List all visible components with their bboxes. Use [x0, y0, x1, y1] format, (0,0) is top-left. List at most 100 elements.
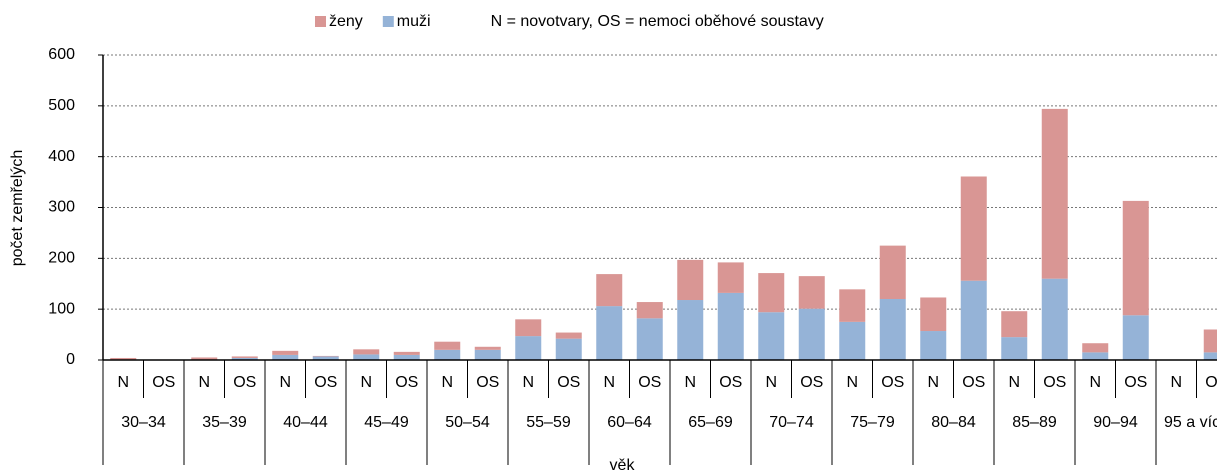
y-tick-label: 300	[48, 199, 75, 216]
group-label: 75–79	[850, 414, 895, 431]
bar-segment	[1001, 311, 1028, 338]
legend-label: ženy	[329, 13, 363, 30]
x-tick-label: OS	[1205, 374, 1217, 391]
x-tick-label: OS	[1043, 374, 1066, 391]
bar-segment	[555, 338, 582, 360]
bar-segment	[1082, 352, 1109, 360]
y-tick-label: 200	[48, 250, 75, 267]
x-tick-label: OS	[152, 374, 175, 391]
x-tick-label: N	[441, 374, 453, 391]
group-label: 70–74	[769, 414, 814, 431]
bar-segment	[1041, 278, 1068, 360]
bar-segment	[353, 354, 380, 360]
bar-segment	[191, 357, 218, 360]
bar-segment	[636, 302, 663, 319]
bar-segment	[1001, 337, 1028, 360]
bar-segment	[960, 280, 987, 360]
x-tick-label: OS	[881, 374, 904, 391]
x-tick-label: OS	[395, 374, 418, 391]
bar-segment	[879, 245, 906, 299]
bar-segment	[677, 300, 704, 360]
bar-segment	[231, 357, 258, 360]
x-axis-label: věk	[610, 457, 636, 474]
group-label: 90–94	[1093, 414, 1138, 431]
legend-note: N = novotvary, OS = nemoci oběhové soust…	[491, 13, 824, 30]
bar-segment	[393, 351, 420, 355]
legend-swatch	[382, 16, 394, 27]
bar-segment	[1122, 315, 1149, 360]
x-tick-label: OS	[233, 374, 256, 391]
x-tick-label: OS	[1124, 374, 1147, 391]
bar-segment	[596, 274, 623, 307]
y-tick-label: 600	[48, 46, 75, 63]
group-label: 45–49	[364, 414, 409, 431]
bar-segment	[272, 354, 299, 360]
legend-label: muži	[397, 13, 431, 30]
y-tick-label: 500	[48, 97, 75, 114]
bar-segment	[1203, 352, 1217, 360]
bar-segment	[515, 336, 542, 360]
x-tick-label: N	[927, 374, 939, 391]
bar-segment	[312, 356, 339, 360]
bar-segment	[231, 356, 258, 358]
bar-segment	[474, 349, 501, 360]
bar-segment	[434, 349, 461, 360]
bar-segment	[677, 259, 704, 301]
group-label: 50–54	[445, 414, 490, 431]
group-label: 85–89	[1012, 414, 1057, 431]
bar-segment	[312, 355, 339, 357]
bar-segment	[920, 331, 947, 360]
bar-segment	[1122, 200, 1149, 316]
bar-segment	[474, 346, 501, 350]
x-tick-label: N	[360, 374, 372, 391]
bar-segment	[798, 308, 825, 360]
x-tick-label: N	[279, 374, 291, 391]
bar-segment	[839, 321, 866, 360]
group-label: 55–59	[526, 414, 571, 431]
x-tick-label: OS	[476, 374, 499, 391]
x-tick-label: N	[765, 374, 777, 391]
bar-segment	[393, 354, 420, 360]
bar-segment	[1203, 329, 1217, 353]
bar-segment	[110, 357, 137, 360]
bar-segment	[798, 276, 825, 309]
bar-segment	[717, 292, 744, 360]
x-tick-label: N	[846, 374, 858, 391]
bar-segment	[839, 289, 866, 322]
bar-segment	[636, 318, 663, 360]
group-label: 95 a více	[1164, 414, 1217, 431]
y-tick-label: 100	[48, 300, 75, 317]
x-tick-label: OS	[719, 374, 742, 391]
group-label: 30–34	[121, 414, 166, 431]
group-label: 35–39	[202, 414, 247, 431]
bar-segment	[879, 299, 906, 360]
bar-segment	[272, 350, 299, 355]
bar-segment	[596, 306, 623, 360]
x-tick-label: N	[1008, 374, 1020, 391]
bar-segment	[1082, 343, 1109, 353]
x-tick-label: N	[198, 374, 210, 391]
bar-segment	[920, 297, 947, 332]
x-tick-label: N	[522, 374, 534, 391]
bar-segment	[353, 349, 380, 355]
bar-segment	[758, 312, 785, 360]
bar-segment	[1041, 108, 1068, 279]
bar-segment	[515, 319, 542, 337]
group-label: 60–64	[607, 414, 652, 431]
group-label: 40–44	[283, 414, 328, 431]
bar-segment	[758, 273, 785, 313]
bar-segment	[434, 341, 461, 350]
group-label: 65–69	[688, 414, 733, 431]
x-tick-label: OS	[962, 374, 985, 391]
group-label: 80–84	[931, 414, 976, 431]
x-tick-label: N	[1089, 374, 1101, 391]
x-tick-label: N	[1170, 374, 1182, 391]
y-axis-label: počet zemřelých	[9, 150, 26, 267]
bar-segment	[555, 332, 582, 339]
legend-swatch	[315, 16, 326, 27]
x-tick-label: N	[603, 374, 615, 391]
x-tick-label: N	[684, 374, 696, 391]
x-tick-label: OS	[314, 374, 337, 391]
